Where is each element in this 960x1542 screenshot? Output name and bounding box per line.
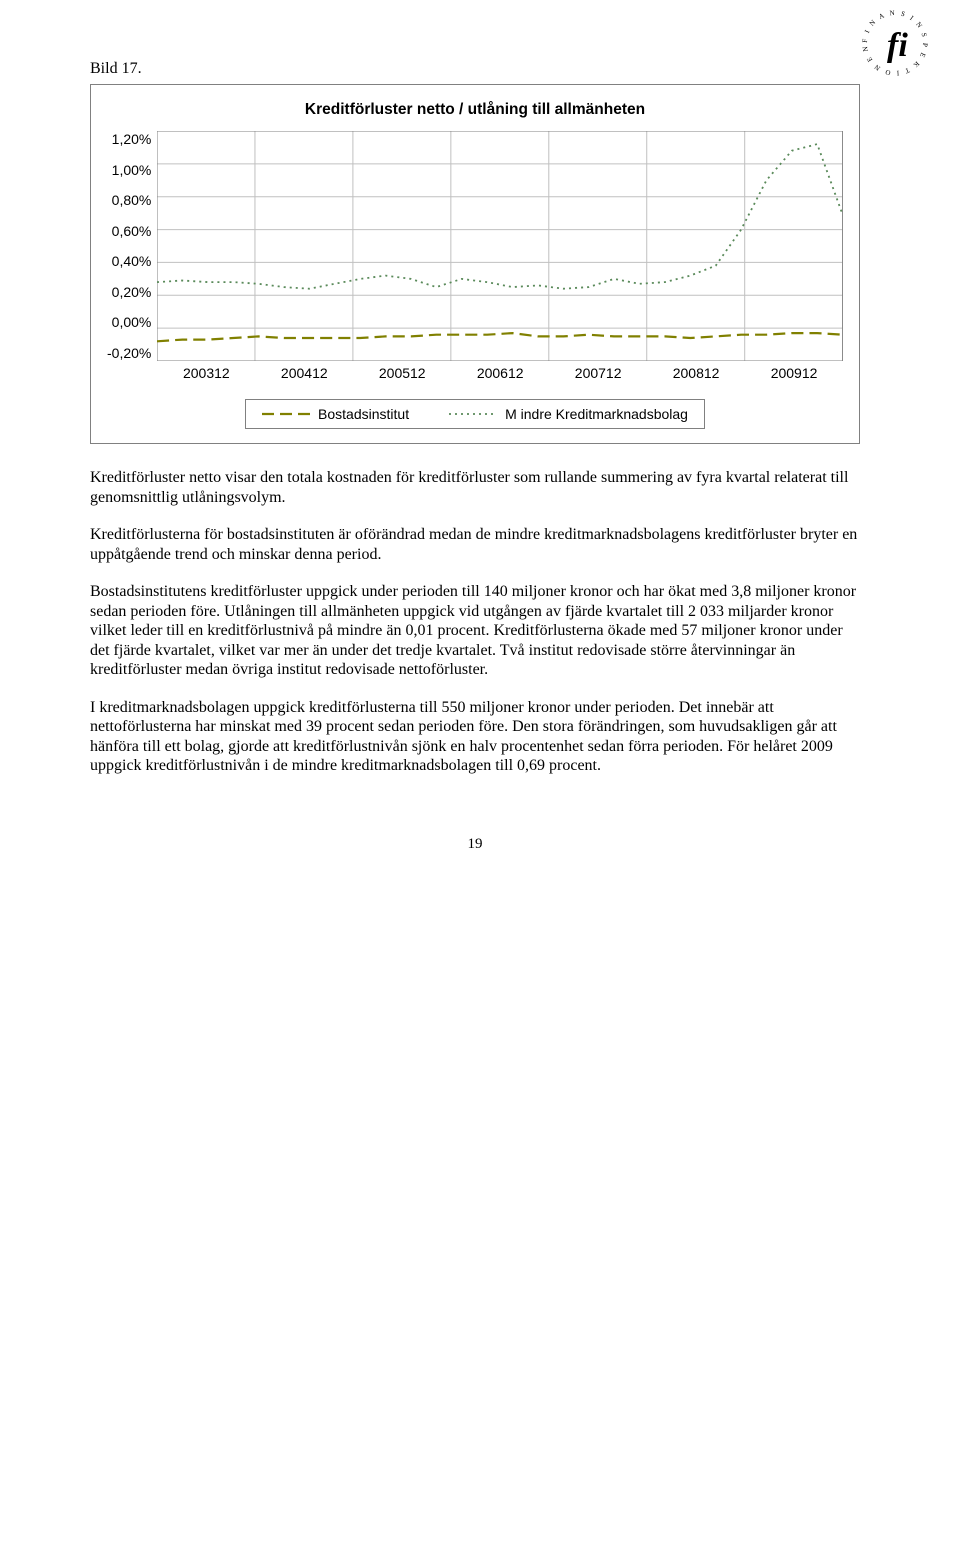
logo-fi: fi	[887, 27, 908, 64]
x-tick-label: 200712	[549, 365, 647, 381]
legend-label: Bostadsinstitut	[318, 406, 409, 422]
y-tick-label: 0,80%	[107, 192, 151, 208]
series-line-0	[157, 333, 843, 341]
y-tick-label: 1,00%	[107, 162, 151, 178]
figure-label: Bild 17.	[90, 60, 860, 78]
legend-item-bostadsinstitut: Bostadsinstitut	[262, 406, 409, 422]
y-tick-label: 1,20%	[107, 131, 151, 147]
brand-logo: F I N A N S I N S P E K T I O N E N fi	[860, 8, 930, 78]
x-tick-label: 200612	[451, 365, 549, 381]
chart-plot	[157, 131, 843, 361]
x-tick-label: 200912	[745, 365, 843, 381]
x-tick-label: 200312	[157, 365, 255, 381]
paragraph: Bostadsinstitutens kreditförluster uppgi…	[90, 582, 860, 680]
y-tick-label: 0,00%	[107, 314, 151, 330]
y-tick-label: 0,60%	[107, 223, 151, 239]
page-number: 19	[90, 836, 860, 853]
legend-item-kreditmarknadsbolag: M indre Kreditmarknadsbolag	[449, 406, 688, 422]
chart-legend: Bostadsinstitut M indre Kreditmarknadsbo…	[245, 399, 705, 429]
y-axis: 1,20% 1,00% 0,80% 0,60% 0,40% 0,20% 0,00% -0,20…	[107, 131, 157, 361]
paragraph: I kreditmarknadsbolagen uppgick kreditfö…	[90, 698, 860, 776]
y-tick-label: -0,20%	[107, 345, 151, 361]
body-text: Kreditförluster netto visar den totala k…	[90, 468, 860, 776]
x-axis: 2003122004122005122006122007122008122009…	[157, 361, 843, 381]
x-tick-label: 200412	[255, 365, 353, 381]
x-tick-label: 200512	[353, 365, 451, 381]
chart-container: Kreditförluster netto / utlåning till al…	[90, 84, 860, 444]
x-tick-label: 200812	[647, 365, 745, 381]
chart-area: 1,20% 1,00% 0,80% 0,60% 0,40% 0,20% 0,00% -0,20…	[107, 131, 843, 381]
chart-title: Kreditförluster netto / utlåning till al…	[107, 101, 843, 119]
y-tick-label: 0,40%	[107, 253, 151, 269]
series-line-1	[157, 144, 843, 289]
y-tick-label: 0,20%	[107, 284, 151, 300]
paragraph: Kreditförlusterna för bostadsinstituten …	[90, 525, 860, 564]
paragraph: Kreditförluster netto visar den totala k…	[90, 468, 860, 507]
legend-label: M indre Kreditmarknadsbolag	[505, 406, 688, 422]
